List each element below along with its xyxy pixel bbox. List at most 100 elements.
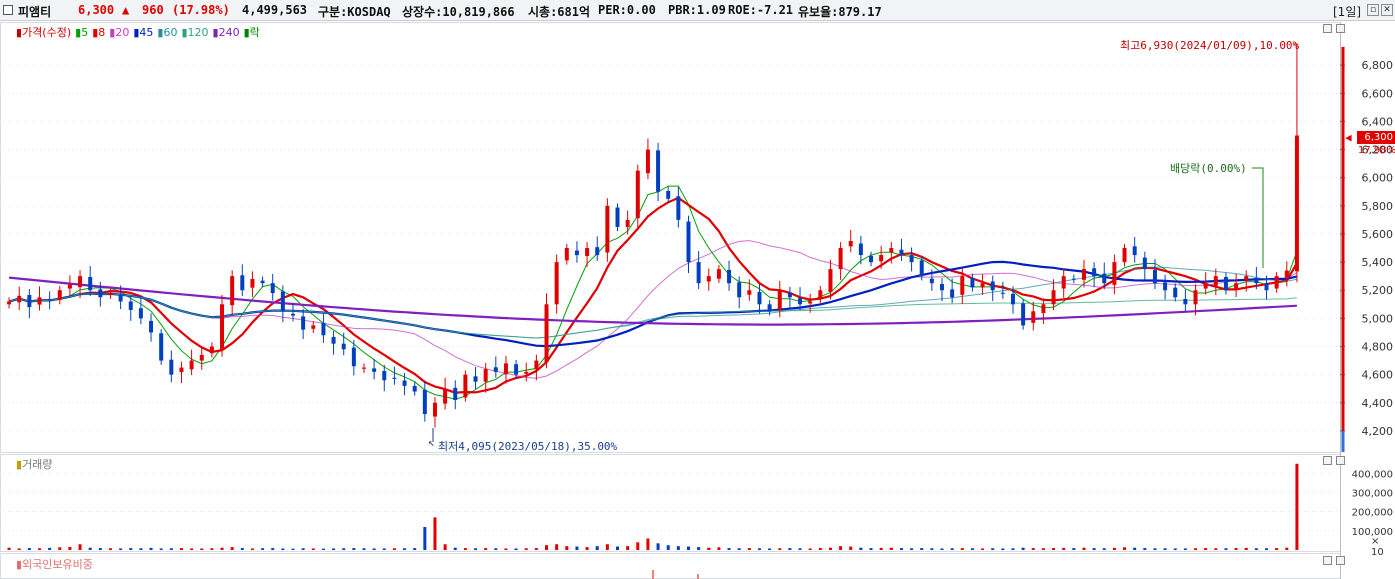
- candle-body: [189, 360, 194, 370]
- volume-bar: [605, 544, 609, 550]
- volume-bar: [321, 548, 325, 550]
- candle-body: [524, 371, 529, 374]
- high-annotation: 최고6,930(2024/01/09),10.00%: [1120, 39, 1300, 52]
- volume-panel-minimize-icon[interactable]: [1323, 456, 1332, 465]
- price-panel-maximize-icon[interactable]: [1336, 24, 1345, 33]
- volume-bar: [443, 544, 447, 550]
- foreign-panel-label: ▮외국인보유비중: [16, 558, 93, 571]
- legend-item-4[interactable]: ▮45: [133, 26, 153, 39]
- volume-bar: [1163, 548, 1167, 550]
- y-tick-label: 5,000: [1362, 312, 1394, 325]
- volume-bar: [697, 547, 701, 550]
- chart-header: 피앰티 6,300 ▲ 960 (17.98%) 4,499,563 구분:KO…: [0, 0, 1395, 21]
- candle-body: [635, 170, 640, 219]
- legend-item-1[interactable]: ▮5: [75, 26, 88, 39]
- y-tick-label: 4,400: [1362, 397, 1394, 410]
- volume-bar: [899, 548, 903, 550]
- volume-bar: [940, 548, 944, 550]
- candle-body: [1223, 277, 1228, 291]
- price-tag: 6,300: [1357, 131, 1395, 144]
- volume-bars: [7, 463, 1299, 579]
- volume-bar: [311, 548, 315, 550]
- candle-body: [7, 301, 12, 305]
- price-axis: 6,800 6,600 6,400 6,200 6,000 5,800 5,600 5,400…: [432, 43, 1394, 538]
- volume-bar: [707, 547, 711, 550]
- close-window-icon[interactable]: ✕: [1381, 4, 1393, 16]
- candle-body: [787, 292, 792, 298]
- candle-body: [1132, 246, 1137, 256]
- volume-bar: [656, 543, 660, 550]
- volume-bar: [1153, 548, 1157, 550]
- legend-item-3[interactable]: ▮20: [109, 26, 129, 39]
- ma-line-5: [8, 185, 1298, 400]
- per-value: PER:0.00: [598, 3, 656, 17]
- volume-bar: [798, 548, 802, 550]
- volume-bar: [960, 548, 964, 550]
- volume-tick-label: 300,000: [1352, 489, 1393, 500]
- candle-body: [138, 308, 143, 319]
- volume-tick-label: 100,000: [1352, 527, 1393, 538]
- legend-item-7[interactable]: ▮240: [213, 26, 240, 39]
- candle-body: [270, 283, 275, 294]
- legend-item-2[interactable]: ▮8: [92, 26, 105, 39]
- legend-item-6[interactable]: ▮120: [181, 26, 208, 39]
- volume-bar: [1285, 547, 1289, 550]
- candle-body: [209, 346, 214, 354]
- foreign-panel-maximize-icon[interactable]: [1336, 556, 1345, 565]
- candle-body: [321, 322, 326, 336]
- legend-item-0[interactable]: ▮가격(수정): [16, 26, 71, 39]
- candle-body: [118, 294, 123, 302]
- volume-bar: [433, 517, 437, 550]
- volume-bar: [788, 548, 792, 550]
- volume-bar: [453, 547, 457, 550]
- header-checkbox[interactable]: [3, 5, 13, 15]
- candle-body: [1102, 273, 1107, 284]
- legend-swatch-icon: ▮: [92, 26, 99, 39]
- volume-bar: [768, 548, 772, 550]
- volume-bar: [1194, 548, 1198, 550]
- y-tick-label: 5,600: [1362, 228, 1394, 241]
- candle-body: [980, 283, 985, 288]
- foreign-panel-minimize-icon[interactable]: [1323, 556, 1332, 565]
- candle-body: [331, 336, 336, 344]
- candle-body: [645, 149, 650, 174]
- legend-label: 8: [98, 26, 106, 39]
- y-tick-label: 5,800: [1362, 200, 1394, 213]
- ma-line-8: [8, 196, 1298, 394]
- volume-bar: [1224, 548, 1228, 550]
- candle-body: [159, 333, 164, 361]
- candle-body: [311, 325, 316, 329]
- price-panel-minimize-icon[interactable]: [1323, 24, 1332, 33]
- candle-body: [199, 354, 204, 361]
- volume-bar: [879, 547, 883, 550]
- candle-body: [1081, 269, 1086, 280]
- restore-window-icon[interactable]: ▫: [1367, 4, 1379, 16]
- period-selector[interactable]: [1일]: [1333, 5, 1362, 19]
- candle-body: [1274, 276, 1279, 289]
- price-panel-frame: [0, 22, 1341, 453]
- volume-bar: [555, 544, 559, 550]
- legend-item-8[interactable]: ▮락: [244, 26, 260, 39]
- candle-body: [1264, 283, 1269, 291]
- candle-body: [869, 255, 874, 263]
- y-tick-label: 5,400: [1362, 256, 1394, 269]
- volume-tick-label: 400,000: [1352, 469, 1393, 480]
- legend-label: 락: [249, 26, 260, 39]
- y-tick-label: 4,200: [1362, 425, 1394, 438]
- volume-bar: [636, 542, 640, 550]
- legend-item-5[interactable]: ▮60: [157, 26, 177, 39]
- volume-bar: [585, 547, 589, 550]
- volume-bar: [68, 546, 72, 550]
- dividend-annotation: 배당락(0.00%): [1170, 162, 1247, 175]
- candle-body: [47, 298, 52, 301]
- candle-body: [747, 290, 752, 295]
- high-marker: [1293, 43, 1298, 47]
- volume-bar: [616, 546, 620, 550]
- volume-bar: [169, 548, 173, 550]
- volume-bar: [595, 546, 599, 550]
- volume-bar: [524, 548, 528, 550]
- candle-body: [615, 207, 620, 227]
- candle-body: [1234, 283, 1239, 290]
- volume-panel-maximize-icon[interactable]: [1336, 456, 1345, 465]
